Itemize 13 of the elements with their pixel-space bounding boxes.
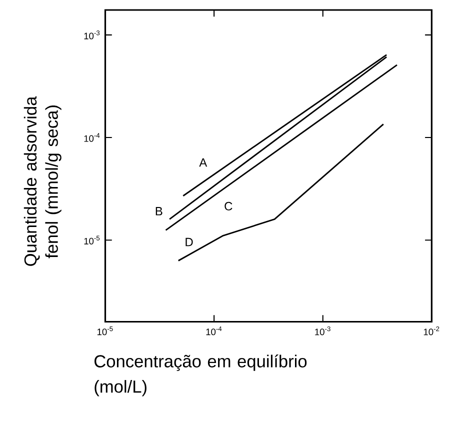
x-tick-label: 10$^{-2}$ (424, 326, 440, 336)
y-tick-label: 10$^{-4}$ (84, 133, 100, 142)
y-tick-label: 10$^{-3}$ (84, 30, 100, 40)
x-tick-label: 10$^{-3}$ (315, 326, 330, 336)
series-label: A (199, 158, 208, 167)
x-tick-label: 10$^{-4}$ (206, 326, 222, 336)
series-label: D (186, 238, 193, 246)
x-tick-label: 10$^{-5}$ (97, 326, 113, 336)
series-label: B (156, 207, 162, 216)
series-label: C (224, 202, 232, 211)
y-axis-title: Quantidade adsorvida fenol (mmol/g seca) (24, 96, 62, 266)
y-tick-label: 10$^{-5}$ (84, 236, 100, 245)
x-axis-title: Concentração em equilíbrio (mol/L) (94, 354, 307, 396)
